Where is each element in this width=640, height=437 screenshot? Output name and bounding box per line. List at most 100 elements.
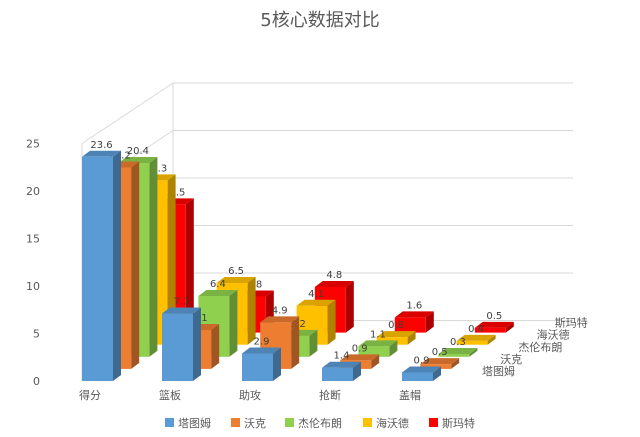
bar-side-face <box>193 307 201 381</box>
bar-side-face <box>505 321 514 333</box>
y-tick-label-2: 10 <box>26 280 40 293</box>
bar: 2.9 <box>242 336 281 381</box>
bar-side-face <box>487 334 496 345</box>
bar-top-face <box>216 276 256 283</box>
bar-front-face <box>162 313 193 381</box>
bar-side-face <box>291 316 300 369</box>
bar: 0.5 <box>474 311 514 333</box>
x-tick-label-0: 得分 <box>79 389 101 402</box>
side-gridline-5 <box>81 82 174 144</box>
legend-label: 塔图姆 <box>178 416 211 430</box>
bar-top-face <box>358 340 398 347</box>
bar: 1.6 <box>394 300 434 333</box>
data-label: 0.5 <box>486 311 502 322</box>
bar-side-face <box>185 198 194 333</box>
data-label: 4.8 <box>326 270 342 281</box>
bar-side-face <box>131 161 140 369</box>
legend-swatch <box>429 418 438 427</box>
depth-label-4: 斯玛特 <box>555 316 588 330</box>
bar-side-face <box>389 340 398 357</box>
data-label: 23.6 <box>90 140 112 151</box>
bar: 0.3 <box>438 337 478 357</box>
bar: 7.1 <box>162 297 201 381</box>
bar-top-face <box>376 331 416 338</box>
data-label: 7.1 <box>174 297 190 308</box>
bar-side-face <box>229 290 238 357</box>
y-tick-label-4: 20 <box>26 185 40 198</box>
bar-top-face <box>456 334 496 341</box>
data-label: 1.4 <box>334 351 350 362</box>
bar: 1.4 <box>322 351 361 381</box>
legend-label: 斯玛特 <box>442 416 475 430</box>
depth-label-3: 海沃德 <box>537 328 570 342</box>
bar-side-face <box>433 366 441 381</box>
y-tick-label-5: 25 <box>26 138 40 151</box>
bar-top-face <box>420 358 460 365</box>
bar-side-face <box>247 276 256 345</box>
bars-layer: 13.53.84.81.60.517.36.54.10.80.420.46.42… <box>82 140 514 381</box>
bar-top-face <box>314 281 354 287</box>
bar-side-face <box>309 329 318 357</box>
depth-label-2: 杰伦布朗 <box>518 340 562 354</box>
bar-side-face <box>451 358 460 369</box>
bar-top-face <box>260 316 300 323</box>
bar-front-face <box>456 340 488 345</box>
x-tick-label-2: 助攻 <box>239 388 261 402</box>
bar-top-face <box>340 354 380 361</box>
data-label: 0.8 <box>388 320 404 331</box>
data-label: 6.4 <box>210 279 226 290</box>
x-tick-label-4: 盖帽 <box>399 388 421 402</box>
bar-side-face <box>407 331 416 345</box>
bar-side-face <box>273 347 281 381</box>
bar-side-face <box>371 354 380 369</box>
bar-top-face <box>198 290 238 296</box>
legend-swatch <box>165 418 174 427</box>
bar-top-face <box>242 347 281 354</box>
data-label: 2.9 <box>254 336 270 347</box>
bar-front-face <box>402 372 433 381</box>
bar-front-face <box>394 317 426 333</box>
bar-side-face <box>469 347 478 357</box>
depth-label-0: 塔图姆 <box>482 364 515 378</box>
data-label: 4.1 <box>308 289 324 300</box>
legend-item-0: 塔图姆 <box>165 416 211 430</box>
bar-front-face <box>242 353 273 381</box>
legend-item-4: 斯玛特 <box>429 416 475 430</box>
bar-side-face <box>167 174 176 345</box>
data-label: 0.9 <box>352 343 368 354</box>
data-label: 1.1 <box>370 329 386 340</box>
bar-side-face <box>327 299 336 345</box>
y-tick-label-3: 15 <box>26 233 40 246</box>
legend-label: 杰伦布朗 <box>298 416 342 430</box>
bar-side-face <box>211 323 220 369</box>
bar-top-face <box>82 150 121 157</box>
legend-item-3: 海沃德 <box>363 416 409 430</box>
bar-top-face <box>322 361 361 368</box>
bar-top-face <box>438 347 478 354</box>
y-tick-label-0: 0 <box>33 375 40 388</box>
bar-front-face <box>322 367 353 381</box>
bar: 1.1 <box>358 329 398 357</box>
data-label: 4.9 <box>272 305 288 316</box>
bar-side-face <box>149 157 158 357</box>
chart-title: 5核心数据对比 <box>260 10 379 31</box>
data-label: 0.9 <box>414 355 430 366</box>
bar-top-face <box>402 366 441 373</box>
bar-side-face <box>345 281 354 333</box>
legend-swatch <box>285 418 294 427</box>
legend-label: 海沃德 <box>376 416 409 430</box>
legend-swatch <box>363 418 372 427</box>
bar-top-face <box>296 299 336 306</box>
bar: 0.4 <box>456 324 496 345</box>
bar-side-face <box>113 150 121 381</box>
x-tick-label-1: 篮板 <box>159 388 181 402</box>
bar-top-face <box>162 307 201 314</box>
legend-item-2: 杰伦布朗 <box>285 416 342 430</box>
bar-front-face <box>358 346 390 357</box>
legend-swatch <box>231 418 240 427</box>
depth-label-1: 沃克 <box>500 353 522 366</box>
data-label: 0.5 <box>432 347 448 358</box>
legend-item-1: 沃克 <box>231 417 266 430</box>
